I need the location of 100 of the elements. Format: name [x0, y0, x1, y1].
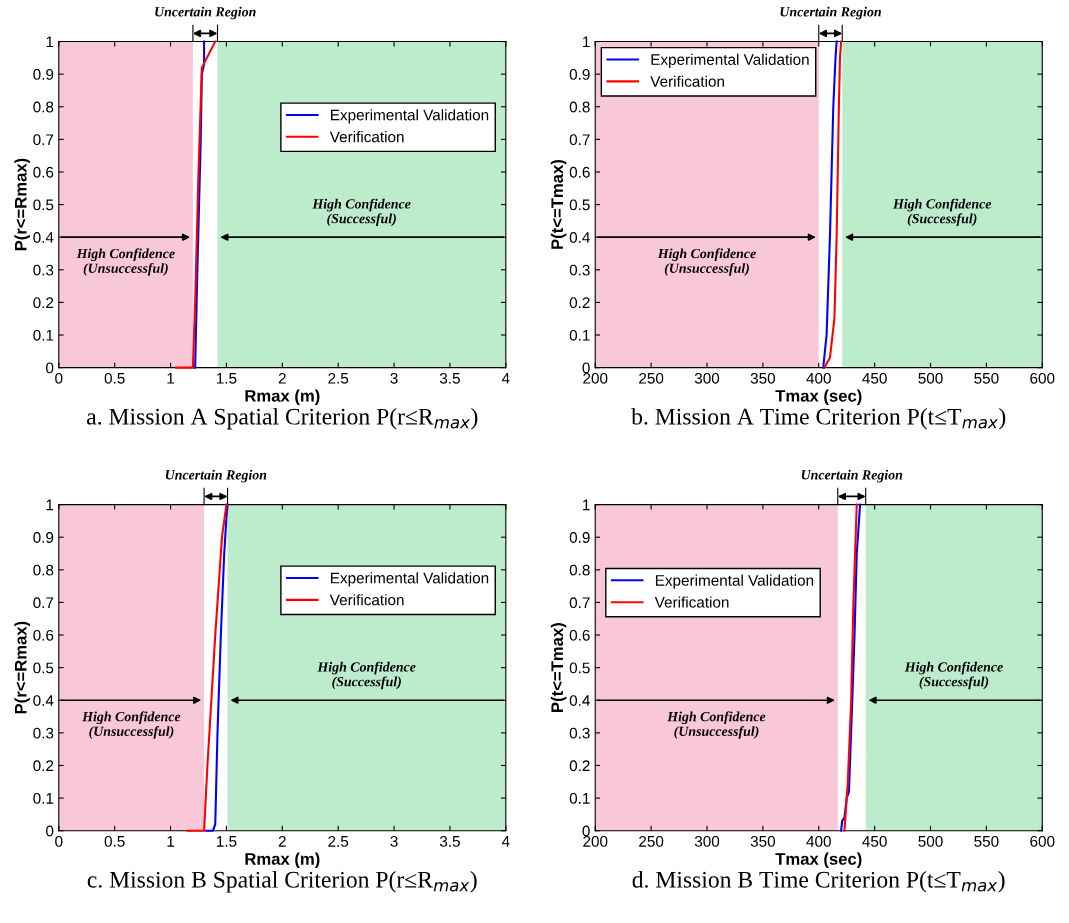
line-series: [194, 40, 206, 369]
y-axis-title: P(r<=Rmax): [14, 621, 30, 714]
y-tick-label: 0.8: [569, 101, 590, 113]
x-tick-label: 1.5: [216, 373, 237, 384]
line-series: [186, 503, 228, 832]
y-tick-label: 0: [46, 825, 54, 837]
y-tick-label: 0.7: [569, 134, 590, 146]
x-tick-label: 200: [583, 835, 608, 847]
text: a. Mission A Spatial Criterion P(r≤R$_{max}$): [87, 408, 478, 430]
legend-label: Experimental Validation: [655, 574, 814, 589]
x-axis-title: Tmax (sec): [775, 852, 862, 869]
x-tick-label: 350: [750, 835, 776, 847]
y-tick-label: 0.2: [33, 297, 54, 309]
x-tick-label: 250: [639, 835, 664, 847]
x-tick-label: 0.5: [104, 835, 125, 847]
x-tick-label: 2: [278, 372, 286, 384]
x-axis-title: Tmax (sec): [775, 389, 862, 406]
text: Uncertain Region: [801, 469, 903, 483]
line-series: [175, 40, 217, 369]
y-tick-label: 0.3: [33, 727, 54, 739]
y-tick-label: 0.5: [569, 199, 590, 211]
y-axis-title: P(t<=Tmax): [550, 623, 567, 712]
y-tick-label: 0.6: [569, 166, 590, 178]
x-axis-title: Rmax (m): [245, 389, 320, 406]
y-tick-label: 0.7: [33, 597, 54, 609]
legend-label: Experimental Validation: [651, 53, 809, 68]
x-tick-label: 3: [390, 835, 398, 847]
y-tick-label: 0.3: [33, 264, 54, 276]
x-tick-label: 450: [862, 835, 887, 847]
y-tick-label: 0.8: [569, 564, 590, 576]
x-tick-label: 0: [55, 372, 63, 384]
x-tick-label: 3.5: [439, 372, 460, 384]
y-tick-label: 0.6: [569, 629, 590, 641]
y-tick-label: 0.1: [33, 329, 54, 341]
x-tick-label: 4: [501, 836, 510, 847]
x-tick-label: 4: [501, 373, 510, 384]
y-tick-label: 1: [583, 36, 590, 48]
y-tick-label: 0.7: [33, 134, 54, 146]
x-tick-label: 1: [167, 373, 175, 384]
text: Uncertain Region: [165, 469, 267, 483]
y-tick-label: 0.2: [33, 760, 54, 772]
x-tick-label: 0.5: [104, 372, 125, 384]
legend-label: Verification: [654, 596, 729, 608]
y-tick-label: 1: [583, 499, 590, 511]
text: d. Mission B Time Criterion P(t≤T$_{max}$): [632, 871, 1005, 893]
y-tick-label: 0.5: [33, 199, 54, 211]
annotation: High Confidence (Successful): [904, 661, 1003, 690]
y-tick-label: 0.9: [33, 69, 54, 80]
x-tick-label: 1: [167, 836, 175, 847]
line-series: [822, 40, 838, 369]
x-tick-label: 300: [694, 835, 720, 847]
annotation: High Confidence (Unsuccessful): [657, 248, 756, 276]
y-tick-label: 0: [582, 825, 590, 837]
y-axis-title: P(r<=Rmax): [14, 158, 30, 251]
y-tick-label: 0.8: [33, 101, 54, 113]
legend-label: Verification: [650, 75, 724, 87]
x-tick-label: 600: [1030, 372, 1055, 384]
y-tick-label: 0.2: [569, 297, 590, 309]
y-tick-label: 0.4: [33, 695, 54, 706]
y-tick-label: 0.4: [569, 695, 590, 706]
text: Uncertain Region: [780, 6, 881, 20]
text: c. Mission B Spatial Criterion P(r≤R$_{max}$): [87, 871, 477, 893]
y-tick-label: 0.2: [569, 760, 590, 772]
y-tick-label: 0.7: [569, 597, 590, 609]
x-tick-label: 400: [806, 835, 831, 847]
y-tick-label: 0.1: [33, 792, 54, 804]
y-tick-label: 0.4: [569, 232, 590, 243]
y-tick-label: 1: [46, 36, 54, 48]
annotation: High Confidence (Unsuccessful): [667, 711, 766, 739]
y-tick-label: 0.4: [33, 232, 54, 243]
y-tick-label: 0.9: [569, 532, 590, 543]
annotation: High Confidence (Unsuccessful): [82, 711, 181, 739]
x-tick-label: 250: [639, 372, 664, 384]
x-tick-label: 500: [918, 835, 943, 847]
x-tick-label: 3: [390, 372, 398, 384]
legend-label: Experimental Validation: [331, 109, 489, 124]
x-tick-label: 1.5: [216, 836, 237, 847]
legend-label: Verification: [329, 594, 404, 606]
y-tick-label: 1: [46, 499, 54, 511]
y-axis-title: P(t<=Tmax): [550, 160, 567, 249]
x-tick-label: 300: [694, 372, 720, 384]
x-tick-label: 2: [278, 835, 286, 847]
x-tick-label: 550: [974, 372, 999, 384]
y-tick-label: 0.1: [569, 329, 590, 341]
y-tick-label: 0.3: [569, 264, 590, 276]
text: b. Mission A Time Criterion P(t≤T$_{max}$): [631, 408, 1006, 430]
x-tick-label: 350: [750, 372, 776, 384]
x-tick-label: 3.5: [439, 835, 460, 847]
x-tick-label: 600: [1030, 835, 1055, 847]
annotation: High Confidence (Successful): [317, 661, 416, 690]
x-tick-label: 500: [918, 372, 943, 384]
x-tick-label: 450: [862, 372, 887, 384]
x-tick-label: 200: [583, 372, 608, 384]
y-tick-label: 0.1: [569, 792, 590, 804]
annotation: High Confidence (Unsuccessful): [76, 248, 175, 276]
x-tick-label: 2.5: [328, 372, 349, 384]
y-tick-label: 0.9: [33, 532, 54, 543]
y-tick-label: 0.6: [33, 629, 54, 641]
x-axis-title: Rmax (m): [245, 852, 320, 869]
y-tick-label: 0.9: [569, 69, 590, 80]
